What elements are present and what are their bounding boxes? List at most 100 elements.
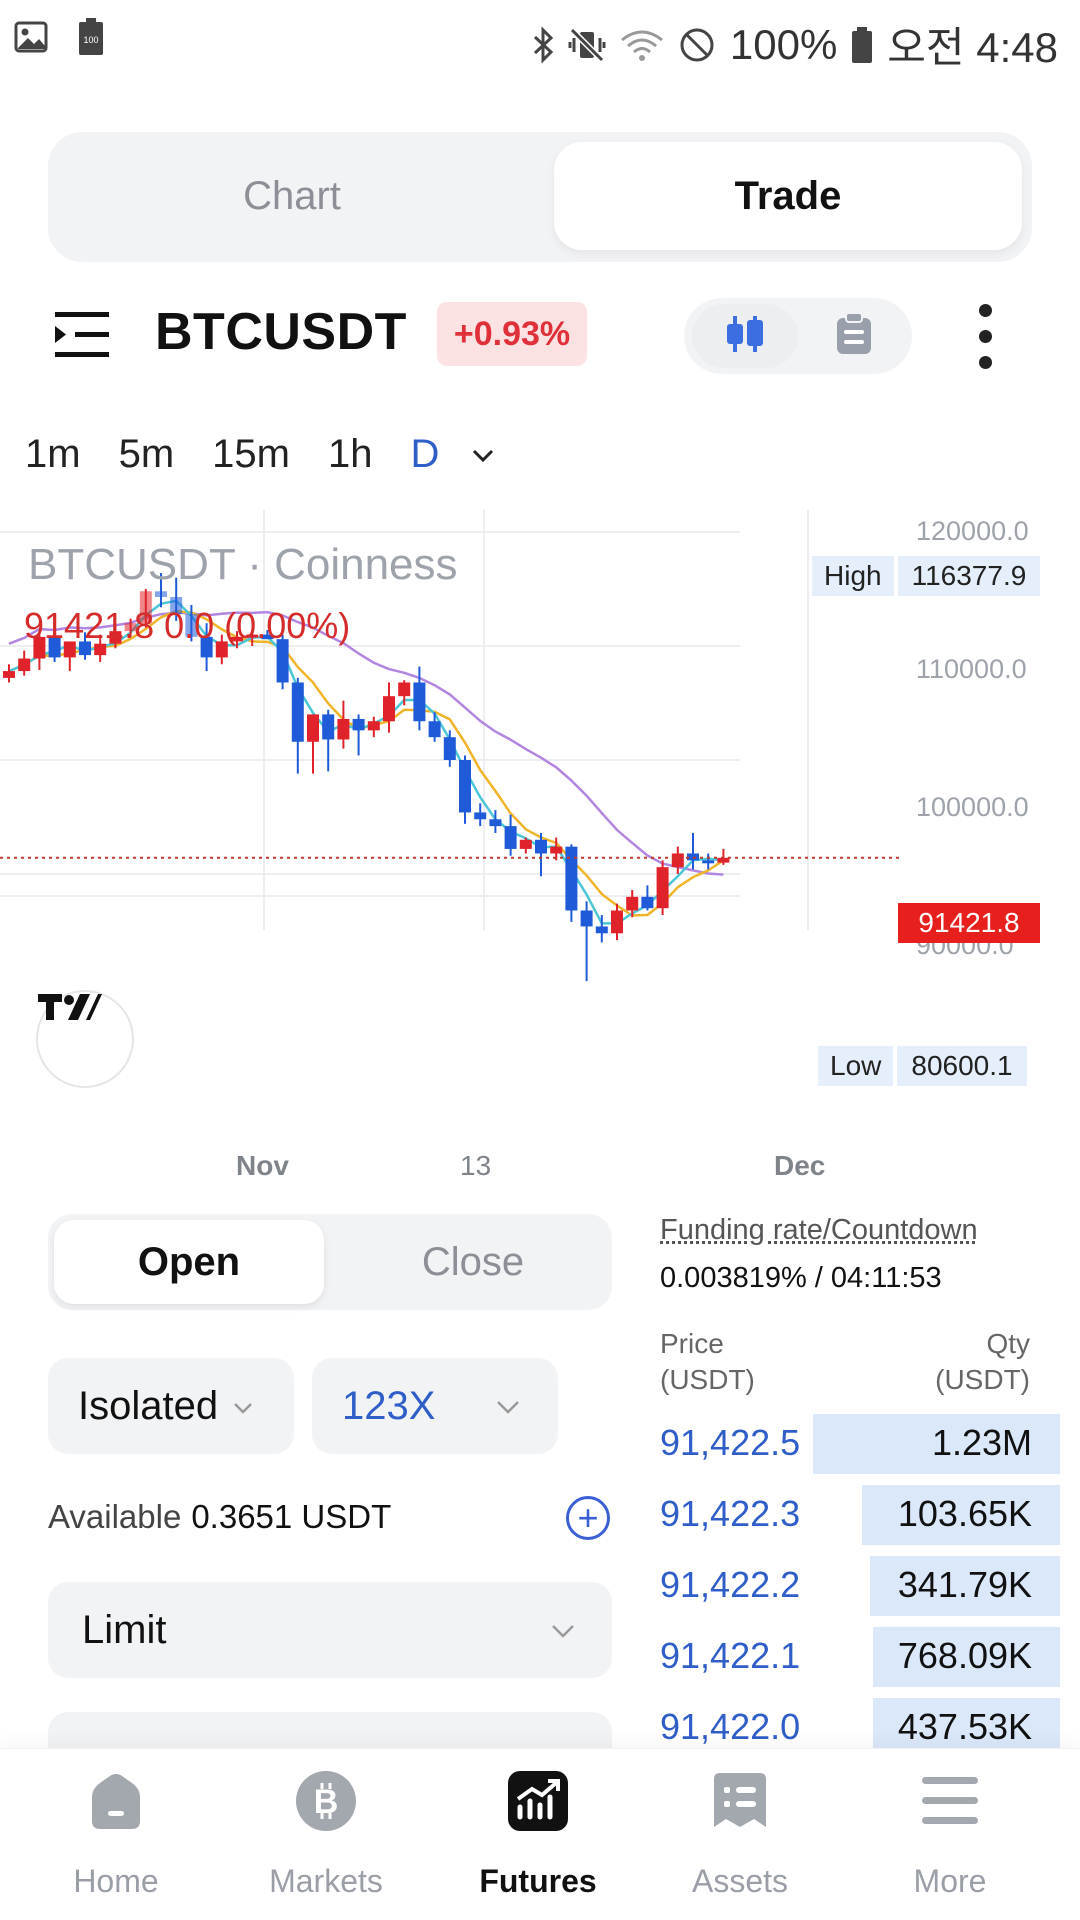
x-tick-dec: Dec (774, 1150, 826, 1181)
battery-notification-icon: 100 (78, 18, 104, 56)
candle-body (656, 867, 669, 909)
battery-icon (851, 26, 873, 64)
ask-price: 91,422.3 (660, 1493, 801, 1534)
x-tick-13: 13 (460, 1150, 492, 1181)
nav-futures[interactable]: Futures (458, 1769, 618, 1900)
candle-body (474, 812, 487, 820)
nav-home[interactable]: Home (36, 1769, 196, 1900)
timeframe-1m[interactable]: 1m (25, 432, 81, 476)
high-value: 116377.9 (897, 556, 1041, 596)
battery-notification-label: 100 (83, 35, 98, 45)
candle-body (276, 639, 289, 683)
y-tick-110000: 110000.0 (916, 654, 1027, 684)
orderbook-row[interactable]: 91,422.3 103.65K (660, 1483, 1060, 1545)
ask-price: 91,422.1 (660, 1635, 801, 1676)
nav-markets[interactable]: B Markets (246, 1769, 406, 1900)
candle-body (94, 643, 107, 656)
tab-close[interactable]: Close (421, 1239, 525, 1284)
available-label: Available (48, 1498, 182, 1535)
ask-qty: 1.23M (931, 1422, 1032, 1463)
tab-trade[interactable]: Trade (554, 142, 1022, 250)
depth-bar (872, 1627, 1060, 1687)
candle-body (443, 737, 456, 760)
candle-body (717, 857, 730, 863)
tab-open[interactable]: Open (54, 1220, 324, 1304)
futures-chart-icon (506, 1769, 570, 1833)
leverage-select[interactable]: 123X (312, 1358, 558, 1454)
price-header-unit: (USDT) (660, 1364, 755, 1395)
candle-body (367, 721, 380, 731)
order-type-select[interactable]: Limit (48, 1582, 612, 1678)
candle-body (155, 591, 167, 597)
qty-header-text: Qty (986, 1328, 1030, 1359)
candle-body (246, 634, 259, 638)
more-options-icon[interactable] (970, 302, 1000, 372)
home-icon (84, 1769, 148, 1833)
y-tick-120000: 120000.0 (916, 516, 1029, 546)
margin-mode-label: Isolated (78, 1383, 219, 1428)
open-close-segment: Open Close (48, 1214, 612, 1310)
order-type-label: Limit (82, 1607, 167, 1652)
candle-body (611, 910, 623, 934)
candle-body (261, 634, 274, 640)
tradingview-logo[interactable] (36, 990, 134, 1088)
low-tag: Low 80600.1 (818, 1046, 1027, 1086)
candle-body (489, 819, 502, 827)
candle-body (124, 623, 137, 632)
nav-more[interactable]: More (870, 1769, 1030, 1900)
high-label: High (812, 556, 894, 596)
candles-view-button[interactable] (692, 304, 798, 368)
margin-mode-select[interactable]: Isolated (48, 1358, 294, 1454)
ask-price: 91,422.5 (660, 1422, 801, 1463)
candle-body (63, 641, 76, 658)
symbol-list-icon[interactable] (55, 310, 111, 363)
high-tag: High 116377.9 (812, 556, 1041, 596)
timeframe-d[interactable]: D (410, 432, 440, 476)
price-chart[interactable]: BTCUSDT · Coinness 91421.8 0.0 (0.00%) H… (0, 510, 1080, 1190)
candle-body (398, 682, 411, 697)
do-not-disturb-icon (678, 26, 716, 64)
ask-qty: 103.65K (897, 1493, 1032, 1534)
chevron-down-icon[interactable] (471, 439, 495, 471)
svg-text:B: B (314, 1783, 339, 1821)
candle-body (231, 636, 243, 642)
symbol-name[interactable]: BTCUSDT (155, 303, 407, 361)
candle-body (79, 641, 91, 656)
ask-price: 91,422.2 (660, 1564, 801, 1605)
nav-assets-label: Assets (691, 1863, 789, 1899)
x-tick-nov: Nov (236, 1150, 289, 1181)
timeframe-15m[interactable]: 15m (212, 432, 290, 476)
chart-view-toggle (684, 298, 912, 374)
tab-chart[interactable]: Chart (243, 173, 341, 218)
depth-bar (870, 1556, 1060, 1616)
info-view-button[interactable] (804, 304, 904, 368)
nav-futures-label: Futures (479, 1863, 597, 1899)
candle-body (459, 760, 471, 813)
wifi-icon (620, 26, 664, 64)
chevron-down-icon (550, 1615, 576, 1646)
candle-body (535, 839, 547, 854)
clock: 오전 4:48 (887, 24, 1058, 71)
timeframe-5m[interactable]: 5m (118, 432, 175, 476)
orderbook-price-header: Price (USDT) (660, 1326, 755, 1398)
battery-percent: 100% (729, 20, 838, 68)
funding-rate-label[interactable]: Funding rate/Countdown (660, 1214, 978, 1246)
price-header-text: Price (660, 1328, 724, 1359)
candle-body (595, 926, 608, 934)
available-balance: Available 0.3651 USDT (48, 1498, 391, 1536)
candle-body (504, 826, 517, 849)
nav-home-label: Home (73, 1863, 159, 1899)
depth-bar (813, 1414, 1060, 1474)
candle-body (200, 636, 213, 658)
timeframe-1h[interactable]: 1h (327, 432, 373, 476)
candle-body (519, 839, 532, 849)
orderbook-row[interactable]: 91,422.0 437.53K (660, 1696, 1060, 1748)
orderbook-row[interactable]: 91,422.2 341.79K (660, 1554, 1060, 1616)
last-price-tag: 91421.8 (898, 903, 1040, 943)
add-funds-icon[interactable]: + (566, 1496, 610, 1540)
chevron-down-icon (232, 1391, 254, 1422)
orderbook-row[interactable]: 91,422.5 1.23M (660, 1412, 1060, 1474)
nav-assets[interactable]: Assets (660, 1769, 820, 1900)
ask-qty: 437.53K (897, 1706, 1032, 1747)
orderbook-row[interactable]: 91,422.1 768.09K (660, 1625, 1060, 1687)
